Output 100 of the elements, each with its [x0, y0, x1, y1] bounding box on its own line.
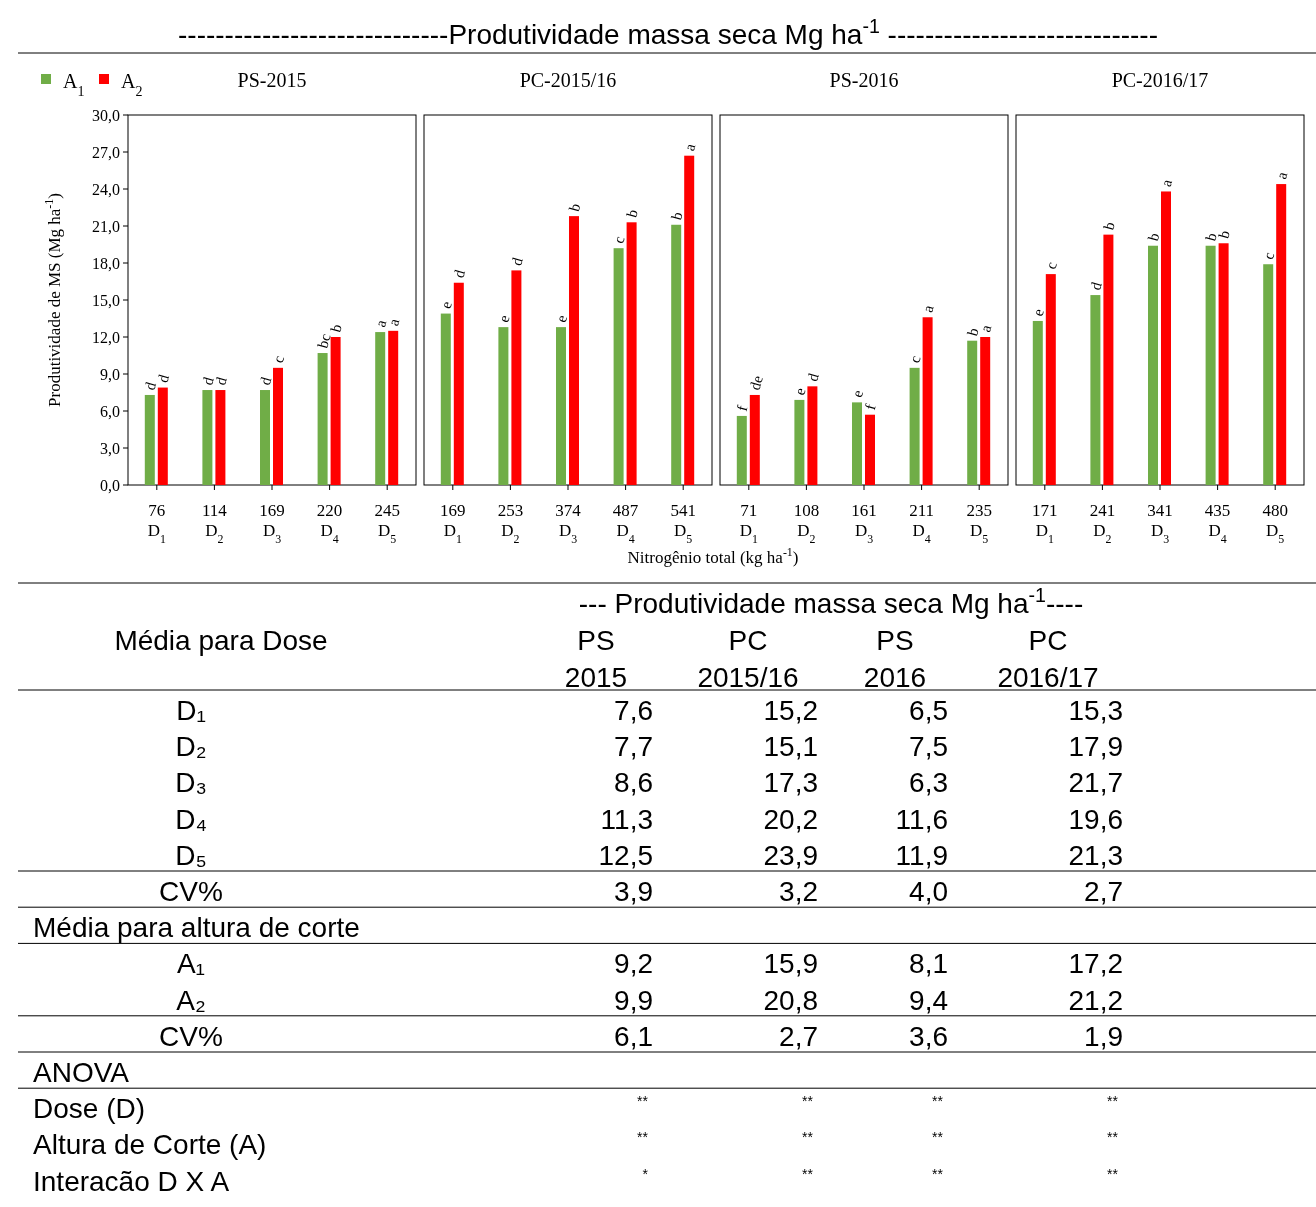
text: 23,9 [763, 839, 818, 871]
x-tick-label: 169 D$_{1}$ [440, 501, 466, 546]
data-label: b [668, 210, 686, 222]
data-label: b [1100, 220, 1118, 232]
text: 12,5 [598, 839, 653, 871]
data-label: d [508, 255, 526, 268]
x-tick-label: 480 D$_{5}$ [1262, 501, 1288, 546]
category-label: CV% [159, 876, 223, 907]
x-tick-label: 220 D$_{4}$ [316, 501, 343, 546]
data-label: c [906, 353, 924, 365]
text: ** [932, 1129, 944, 1146]
category-label: D₅ [175, 839, 207, 871]
category-label: A₂ [176, 984, 206, 1016]
data-label: b [327, 322, 345, 334]
text: 2,7 [1084, 876, 1123, 907]
bar [749, 394, 760, 485]
x-axis-title: Nitrogênio total (kg ha$^{-1}$) [627, 545, 799, 567]
data-label: a [1273, 169, 1291, 181]
y-tick-label: 27,0 [92, 143, 120, 161]
x-tick-label: 71 D$_{1}$ [739, 501, 758, 546]
bar [202, 390, 213, 485]
data-label: e [848, 388, 867, 400]
category-label: D₂ [175, 731, 207, 763]
text: Média para Dose [114, 625, 328, 656]
category-label: ANOVA [33, 1057, 130, 1088]
x-tick-label: 241 D$_{2}$ [1089, 501, 1116, 546]
data-label: d [199, 374, 217, 387]
text: 7,6 [614, 695, 653, 726]
bar [922, 317, 933, 485]
y-tick-label: 24,0 [92, 180, 120, 198]
chart-subtitle: PS-2015 [237, 69, 307, 91]
data-label: c [610, 234, 628, 245]
text: ** [1107, 1129, 1119, 1146]
category-label: D₃ [175, 767, 207, 799]
text: -----------------------------Produtividade massa seca Mg ha$^{-1}$ ----------------------------- [177, 15, 1159, 50]
bar [260, 390, 270, 485]
text: 17,3 [763, 767, 818, 799]
y-tick-label: 6,0 [100, 402, 120, 420]
data-label: c [269, 353, 288, 365]
data-label: c [1042, 259, 1061, 271]
data-label: b [1144, 231, 1163, 243]
x-tick-label: 161 D$_{3}$ [851, 501, 877, 546]
text: 11,6 [895, 803, 948, 835]
x-tick-label: 108 D$_{2}$ [793, 501, 820, 546]
chart-subtitle: PC-2015/16 [519, 69, 617, 91]
category-label: D₄ [175, 803, 207, 835]
text: 2,7 [779, 1020, 818, 1052]
bar [144, 394, 155, 485]
text: 20,8 [763, 984, 818, 1016]
y-tick-label: 3,0 [100, 439, 120, 457]
data-label: b [565, 201, 584, 213]
bar [453, 282, 464, 485]
bar [1218, 243, 1229, 485]
x-tick-label: 245 D$_{5}$ [374, 501, 400, 546]
text: ** [637, 1093, 649, 1110]
text: ** [802, 1129, 814, 1146]
bar [511, 270, 522, 485]
x-tick-label: 235 D$_{5}$ [966, 501, 992, 546]
category-label: A₁ [176, 948, 206, 980]
bar [909, 367, 920, 485]
data-label: e [1029, 306, 1048, 318]
text: PC 2015/16 [697, 625, 799, 693]
bar [498, 327, 509, 485]
text: 15,3 [1068, 695, 1123, 726]
text: 6,1 [614, 1020, 653, 1052]
y-tick-label: 0,0 [100, 476, 120, 494]
text: ** [802, 1165, 814, 1182]
text: 11,3 [600, 803, 653, 835]
y-tick-label: 18,0 [92, 254, 120, 272]
bar [1090, 295, 1101, 485]
data-label: e [791, 385, 809, 397]
y-tick-label: 30,0 [92, 106, 120, 124]
text: 21,3 [1068, 839, 1123, 871]
bar [626, 222, 637, 485]
x-tick-label: 253 D$_{2}$ [497, 501, 524, 546]
text: 20,2 [763, 803, 818, 835]
bar [1263, 264, 1274, 485]
text: 17,2 [1068, 948, 1123, 980]
data-label: d [804, 371, 822, 384]
data-label: a [1157, 177, 1176, 189]
y-tick-label: 15,0 [92, 291, 120, 309]
text: 8,6 [614, 767, 653, 799]
bar [1161, 191, 1171, 485]
chart-subtitle: PC-2016/17 [1111, 69, 1209, 91]
data-label: a [681, 141, 699, 153]
x-tick-label: 171 D$_{1}$ [1032, 501, 1058, 546]
data-label: f [733, 403, 751, 413]
bar [1045, 274, 1056, 485]
x-tick-label: 487 D$_{4}$ [612, 501, 639, 546]
text: ** [802, 1093, 814, 1110]
bar [980, 337, 991, 485]
bar [215, 390, 226, 485]
text: 7,5 [909, 731, 948, 763]
text: 9,4 [909, 984, 948, 1016]
data-label: e [495, 313, 513, 324]
category-label: Dose (D) [33, 1093, 146, 1125]
x-tick-label: 435 D$_{4}$ [1204, 501, 1231, 546]
bar [556, 327, 566, 485]
data-label: a [372, 317, 390, 329]
bar [317, 353, 328, 485]
